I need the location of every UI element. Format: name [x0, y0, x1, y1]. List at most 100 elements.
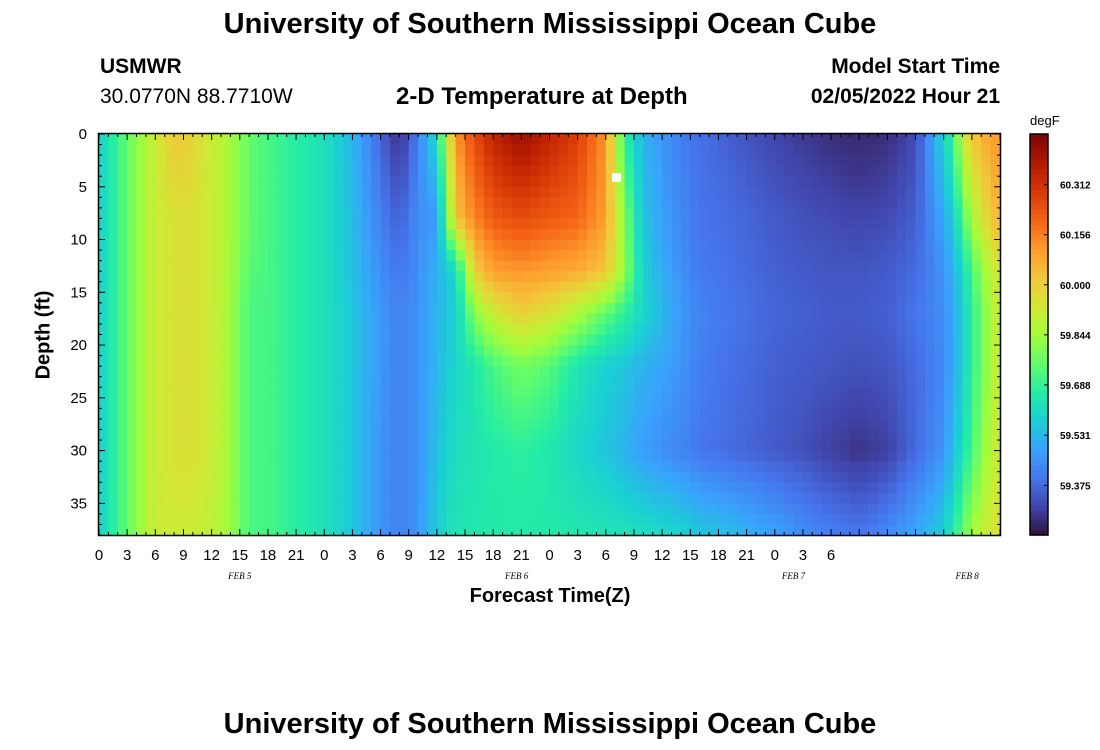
heatmap-cell [117, 418, 128, 431]
heatmap-cell [511, 429, 522, 441]
heatmap-cell [108, 155, 119, 167]
heatmap-cell [530, 387, 541, 399]
heatmap-cell [558, 524, 569, 536]
heatmap-cell [624, 461, 635, 473]
heatmap-cell [934, 429, 945, 441]
heatmap-cell [389, 165, 400, 177]
heatmap-cell [108, 492, 119, 504]
heatmap-cell [474, 176, 485, 188]
heatmap-cell [99, 134, 109, 146]
heatmap-cell [812, 524, 823, 536]
heatmap-cell [230, 250, 241, 262]
heatmap-cell [615, 450, 626, 462]
heatmap-cell [202, 292, 213, 304]
heatmap-cell [906, 440, 917, 452]
heatmap-cell [652, 281, 663, 293]
heatmap-cell [943, 397, 954, 409]
heatmap-cell [183, 165, 194, 177]
heatmap-cell [427, 397, 438, 409]
heatmap-cell [277, 155, 288, 167]
heatmap-cell [211, 144, 222, 156]
heatmap-cell [333, 513, 344, 526]
heatmap-cell [465, 207, 476, 220]
heatmap-cell [868, 429, 879, 441]
heatmap-cell [418, 513, 429, 526]
heatmap-cell [934, 260, 945, 272]
heatmap-cell [587, 176, 598, 188]
heatmap-cell [136, 260, 147, 272]
heatmap-cell [136, 397, 147, 409]
heatmap-cell [671, 461, 682, 473]
heatmap-cell [202, 239, 213, 251]
heatmap-cell [624, 218, 635, 230]
heatmap-cell [446, 271, 457, 283]
heatmap-cell [755, 207, 766, 220]
heatmap-cell [502, 239, 513, 251]
heatmap-cell [408, 271, 419, 283]
heatmap-cell [361, 250, 372, 262]
heatmap-cell [267, 492, 278, 504]
heatmap-cell [258, 165, 269, 177]
heatmap-cell [164, 450, 175, 462]
heatmap-cell [483, 260, 494, 272]
heatmap-cell [981, 197, 992, 209]
heatmap-cell [258, 271, 269, 283]
heatmap-cell [267, 366, 278, 378]
heatmap-cell [633, 418, 644, 431]
heatmap-cell [643, 471, 654, 483]
heatmap-cell [662, 334, 673, 346]
colorbar-segment [1030, 149, 1048, 155]
heatmap-cell [361, 323, 372, 336]
heatmap-cell [474, 239, 485, 251]
heatmap-cell [943, 207, 954, 220]
heatmap-cell [643, 250, 654, 262]
heatmap-cell [849, 513, 860, 526]
heatmap-cell [493, 345, 504, 357]
heatmap-cell [333, 376, 344, 388]
heatmap-cell [680, 397, 691, 409]
heatmap-cell [427, 165, 438, 177]
heatmap-cell [455, 450, 466, 462]
heatmap-cell [530, 366, 541, 378]
heatmap-cell [962, 355, 973, 367]
heatmap-cell [699, 503, 710, 515]
heatmap-cell [568, 408, 579, 420]
heatmap-cell [211, 186, 222, 198]
heatmap-cell [887, 271, 898, 283]
heatmap-cell [737, 450, 748, 462]
heatmap-cell [727, 492, 738, 504]
heatmap-cell [239, 323, 250, 336]
heatmap-cell [305, 197, 316, 209]
heatmap-cell [183, 376, 194, 388]
colorbar-segment [1030, 159, 1048, 165]
heatmap-cell [333, 250, 344, 262]
heatmap-cell [793, 334, 804, 346]
heatmap-cell [502, 228, 513, 241]
heatmap-cell [906, 366, 917, 378]
heatmap-cell [558, 440, 569, 452]
heatmap-cell [221, 334, 231, 346]
heatmap-cell [915, 482, 926, 494]
heatmap-cell [352, 281, 363, 293]
heatmap-cell [652, 450, 663, 462]
heatmap-cell [615, 482, 626, 494]
heatmap-cell [680, 207, 691, 220]
heatmap-cell [699, 471, 710, 483]
heatmap-cell [530, 323, 541, 336]
heatmap-cell [755, 313, 766, 325]
heatmap-cell [699, 355, 710, 367]
heatmap-cell [727, 228, 738, 241]
heatmap-cell [821, 471, 832, 483]
heatmap-cell [371, 408, 382, 420]
heatmap-cell [605, 513, 616, 526]
heatmap-cell [793, 176, 804, 188]
heatmap-cell [183, 513, 194, 526]
heatmap-cell [568, 218, 579, 230]
heatmap-cell [389, 397, 400, 409]
heatmap-cell [896, 482, 907, 494]
heatmap-cell [981, 313, 992, 325]
heatmap-cell [371, 387, 382, 399]
heatmap-cell [906, 376, 917, 388]
heatmap-cell [887, 176, 898, 188]
heatmap-cell [352, 186, 363, 198]
